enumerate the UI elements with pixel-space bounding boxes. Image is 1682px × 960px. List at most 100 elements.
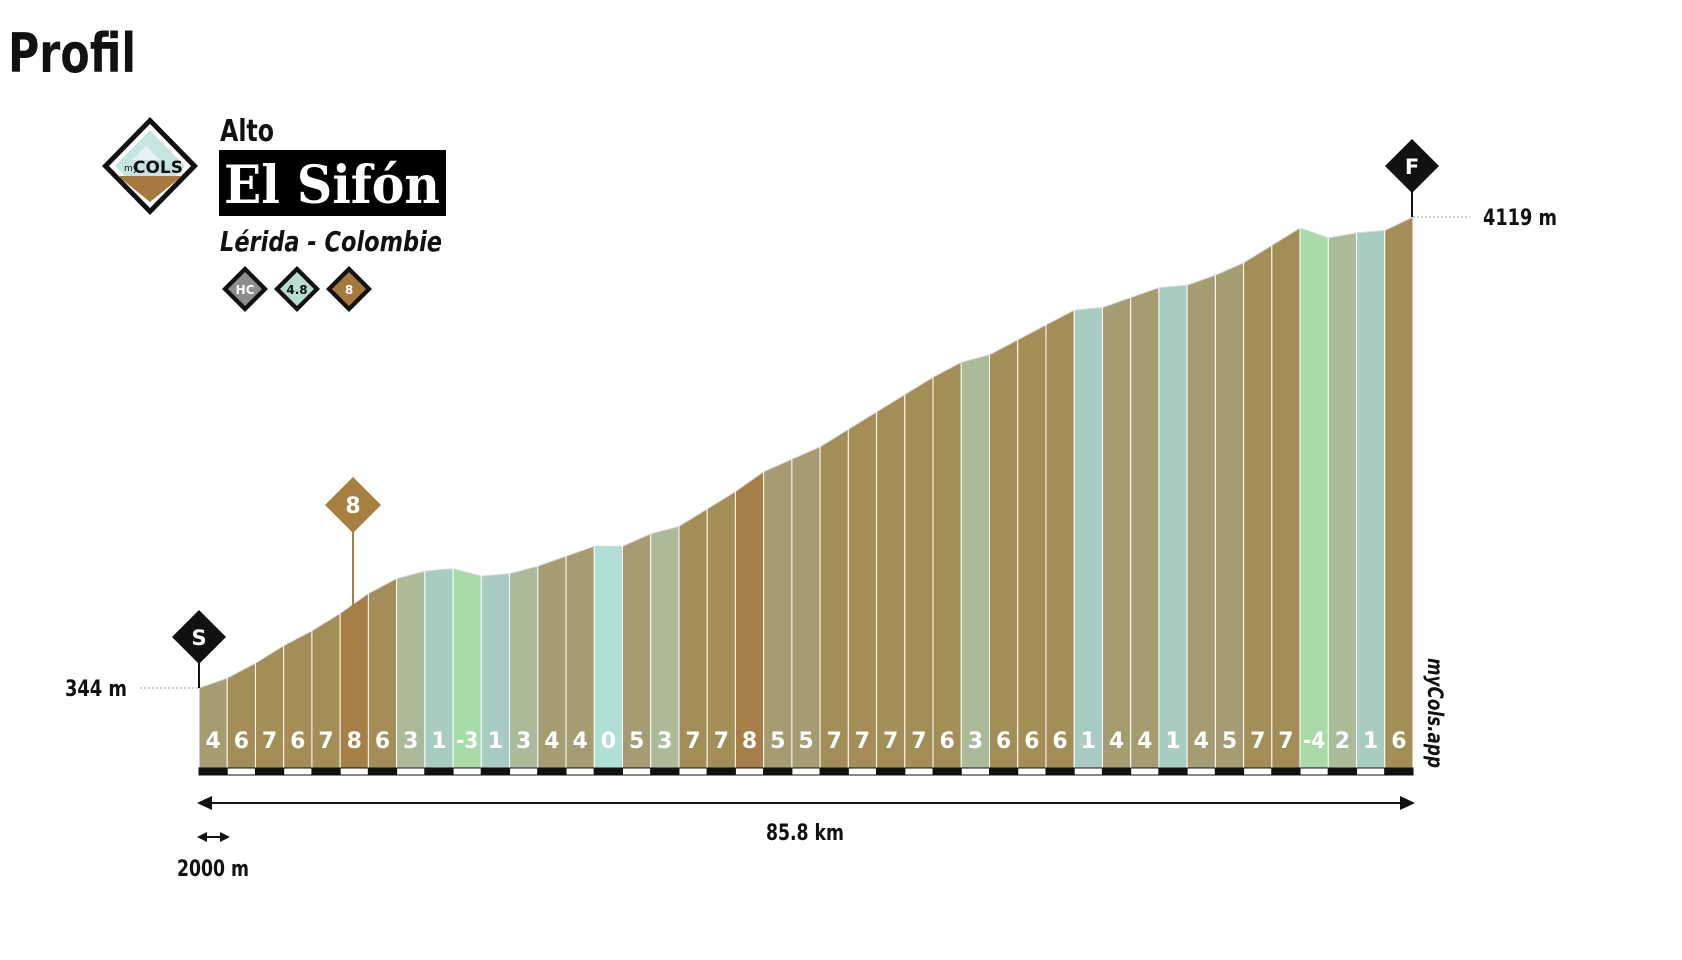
scale-bar-block [480,767,511,776]
scale-bar-block [932,767,962,776]
gradient-label: 4 [1194,729,1209,754]
profile-outline [452,568,482,577]
scale-bar-block [847,767,878,776]
profile-segment [847,411,878,769]
gradient-label: 7 [262,729,277,754]
gradient-label: 7 [318,729,333,754]
profile-outline [819,428,849,448]
gradient-label: 5 [770,729,785,754]
scale-bar-block [1271,767,1301,776]
total-distance-label: 85.8 km [766,821,844,846]
profile-segments [198,216,1414,769]
gradient-label: 1 [1363,729,1378,754]
profile-outline [1130,287,1160,299]
scale-bar-block [876,767,906,776]
gradient-label: 3 [403,729,418,754]
gradient-label: 8 [742,729,757,754]
profile-segment [960,354,991,769]
start-altitude-label: 344 m [65,677,127,702]
profile-segment [1243,244,1273,769]
scale-bar-block [1327,767,1358,776]
profile-outline [1243,244,1273,264]
end-altitude-label: 4119 m [1483,206,1557,231]
scale-bar-block [1384,767,1414,776]
profile-outline [283,630,313,647]
gradient-label: 3 [968,729,983,754]
profile-outline [509,565,538,575]
scale-bar-block [509,767,539,776]
gradient-labels: 4 6 7 6 7 8 6 3 1 -3 1 3 4 4 0 5 3 7 7 8 5 5 7 7 7 7 6 3 6 6 6 1 4 4 1 4 5 7 7… [205,729,1406,754]
scale-bar-block [1073,767,1103,776]
profile-outline [1045,309,1075,326]
gradient-label: 5 [1222,729,1237,754]
steepest-section-marker: 8 [325,477,381,651]
start-marker: S [172,610,226,688]
scale-bar-block [1158,767,1188,776]
profile-outline [226,662,256,679]
profile-segment [1073,306,1103,769]
profile-segment [763,458,793,769]
scale-bar-block [819,767,849,776]
profile-segment [198,677,228,769]
profile-segment [1130,286,1160,769]
page-title: Profil [8,22,136,85]
profile-outline [622,533,651,547]
gradient-label: 7 [855,729,870,754]
profile-segment [1186,274,1216,769]
climb-name-background [219,150,446,216]
profile-outline [735,471,764,492]
gradient-label: 0 [601,729,616,754]
profile-segment [1271,227,1301,769]
distance-scale-bar [198,767,1414,776]
badge-category: HC [222,266,268,312]
scale-bar-block [706,767,736,776]
badge-average-gradient: 4.8 [274,266,320,312]
badge-max-gradient-label: 8 [345,283,353,297]
gradient-label: 6 [940,729,955,754]
scale-bar-block [791,767,821,776]
profile-segment [1045,309,1075,769]
scale-bar-block [367,767,398,776]
gradient-label: 1 [488,729,503,754]
scale-bar-block [198,767,228,776]
mycols-logo: my COLS [102,117,198,215]
logo-text-my: my [124,164,139,174]
profile-outline [1017,324,1047,341]
scale-bar-block [254,767,285,776]
scale-bar-block [226,767,256,776]
gradient-label: 6 [996,729,1011,754]
scale-bar-block [1101,767,1132,776]
profile-outline [368,578,397,594]
profile-outline [678,508,708,527]
start-marker-label: S [191,626,206,650]
climb-name: El Sifón [224,155,440,216]
scale-bar-block [452,767,482,776]
scale-bar-block [1045,767,1075,776]
gradient-label: 4 [1137,729,1152,754]
total-distance-arrow [197,796,1415,810]
gradient-label: -3 [456,729,478,754]
segment-length-label: 2000 m [177,857,249,882]
scale-bar-block [593,767,623,776]
profile-outline [1299,227,1329,239]
profile-segment [791,446,821,769]
gradient-label: 4 [544,729,559,754]
gradient-label: 1 [1165,729,1180,754]
scale-bar-block [396,767,426,776]
profile-segment [1384,216,1414,769]
profile-outline [565,545,595,557]
finish-marker-label: F [1405,155,1419,179]
profile-outline [537,555,567,567]
gradient-label: 6 [234,729,249,754]
gradient-label: 5 [798,729,813,754]
profile-segment [706,490,736,769]
scale-bar-block [537,767,567,776]
finish-marker: F [1385,139,1439,217]
gradient-label: 6 [1052,729,1067,754]
profile-outline [706,491,736,510]
scale-bar-block [1214,767,1245,776]
gradient-label: 6 [290,729,305,754]
profile-outline [1186,274,1216,286]
scale-bar-block [734,767,765,776]
